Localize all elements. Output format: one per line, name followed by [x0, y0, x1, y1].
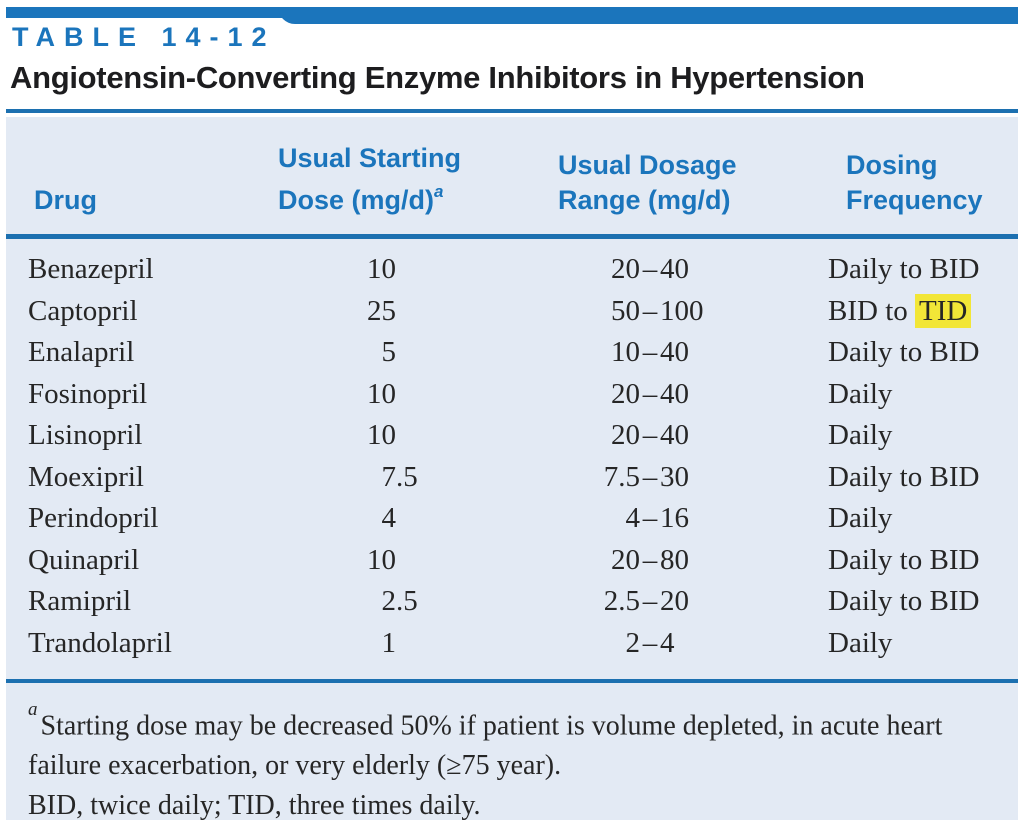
abbreviation-note: BID, twice daily; TID, three times daily… [28, 790, 481, 822]
dosage-range: 20–80 [611, 543, 689, 576]
table-row: Quinapril 10 20–80 Daily to BID [28, 540, 1018, 582]
table-number-label: TABLE 14-12 [12, 22, 276, 52]
starting-dose: 1 [381, 626, 397, 659]
drug-name: Moexipril [28, 460, 144, 493]
dosage-range: 4–16 [625, 502, 690, 535]
dosage-range: 7.5–30 [603, 460, 689, 493]
starting-dose: 4 [381, 502, 397, 535]
drug-name: Benazepril [28, 253, 154, 286]
dosage-range: 20–40 [611, 377, 689, 410]
header-tab-bar [278, 7, 1018, 24]
footnote-marker-ref: a [434, 182, 444, 201]
footnote-divider [6, 679, 1018, 683]
drug-name: Enalapril [28, 336, 135, 369]
footnote-text: aStarting dose may be decreased 50% if p… [28, 699, 943, 782]
footnote-section: aStarting dose may be decreased 50% if p… [6, 683, 1018, 826]
table-row: Lisinopril 10 20–40 Daily [28, 415, 1018, 457]
dosing-frequency: Daily to BID [828, 585, 980, 618]
dosage-range: 20–40 [611, 253, 689, 286]
table-row: Enalapril 5 10–40 Daily to BID [28, 332, 1018, 374]
dosing-frequency: BID to TID [828, 293, 1018, 328]
starting-dose: 10 [367, 543, 396, 576]
drug-name: Perindopril [28, 502, 159, 535]
dosage-range: 10–40 [611, 336, 689, 369]
drug-name: Captopril [28, 294, 138, 327]
starting-dose: 5 [381, 336, 397, 369]
dosing-frequency: Daily [828, 502, 893, 535]
dosing-frequency: Daily to BID [828, 336, 980, 369]
dosing-frequency: Daily to BID [828, 253, 980, 286]
column-header-dosage-range: Usual Dosage Range (mg/d) [558, 150, 737, 215]
dosing-frequency: Daily [828, 419, 893, 452]
dosing-frequency: Daily [828, 626, 893, 659]
column-header-drug: Drug [34, 185, 97, 215]
footnote-marker: a [28, 699, 38, 720]
starting-dose: 7.5 [381, 460, 418, 493]
table-row: Benazepril 10 20–40 Daily to BID [28, 249, 1018, 291]
title-divider [6, 109, 1018, 113]
drug-name: Quinapril [28, 543, 140, 576]
table-header-row: Drug Usual Starting Dose (mg/d)a Usual D… [6, 117, 1018, 234]
drug-name: Ramipril [28, 585, 132, 618]
starting-dose: 2.5 [381, 585, 418, 618]
dosage-range: 20–40 [611, 419, 689, 452]
column-header-starting-dose: Usual Starting Dose (mg/d)a [278, 143, 462, 215]
drug-name: Fosinopril [28, 377, 148, 410]
column-header-dosing-frequency: Dosing Frequency [846, 150, 983, 215]
table-row: Fosinopril 10 20–40 Daily [28, 374, 1018, 416]
drug-name: Trandolapril [28, 626, 172, 659]
drug-name: Lisinopril [28, 419, 143, 452]
starting-dose: 10 [367, 377, 396, 410]
dosage-range: 2–4 [625, 626, 675, 659]
dosing-frequency: Daily to BID [828, 460, 980, 493]
page-title: Angiotensin-Converting Enzyme Inhibitors… [10, 60, 865, 95]
dosage-range: 2.5–20 [603, 585, 689, 618]
highlighted-text: TID [915, 293, 972, 328]
table-row: Perindopril 4 4–16 Daily [28, 498, 1018, 540]
starting-dose: 10 [367, 419, 396, 452]
table-row: Captopril 25 50–100 BID to TID [28, 291, 1018, 333]
table-row: Trandolapril 1 2–4 Daily [28, 623, 1018, 665]
starting-dose: 25 [367, 294, 396, 327]
dosage-range: 50–100 [611, 294, 704, 327]
header-divider [6, 234, 1018, 239]
table-body: Benazepril 10 20–40 Daily to BID Captopr… [6, 239, 1018, 679]
table-panel: Drug Usual Starting Dose (mg/d)a Usual D… [6, 117, 1018, 821]
table-row: Ramipril 2.5 2.5–20 Daily to BID [28, 581, 1018, 623]
table-row: Moexipril 7.5 7.5–30 Daily to BID [28, 457, 1018, 499]
starting-dose: 10 [367, 253, 396, 286]
dosing-frequency: Daily to BID [828, 543, 980, 576]
dosing-frequency: Daily [828, 377, 893, 410]
